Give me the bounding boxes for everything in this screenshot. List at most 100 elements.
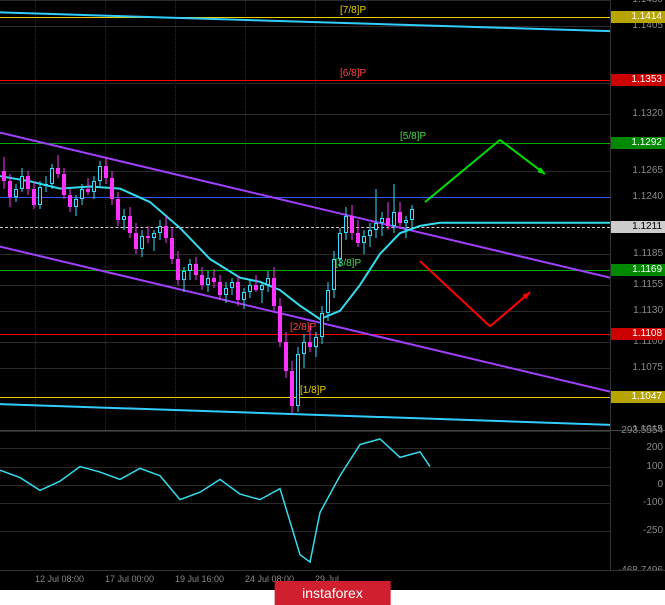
candle xyxy=(188,0,192,430)
grid-line xyxy=(0,467,610,468)
indicator-tick-label: 0 xyxy=(657,480,663,490)
candle xyxy=(338,0,342,430)
price-tick-label: 1.1320 xyxy=(632,109,663,119)
price-tick-label: 1.1430 xyxy=(632,0,663,5)
candle xyxy=(404,0,408,430)
price-tick-label: 1.1185 xyxy=(633,249,663,259)
candle xyxy=(158,0,162,430)
candle xyxy=(56,0,60,430)
price-level-box: 1.1211 xyxy=(611,221,665,233)
grid-line xyxy=(0,485,610,486)
candle xyxy=(74,0,78,430)
price-level-box: 1.1169 xyxy=(611,264,665,276)
grid-line xyxy=(0,431,610,432)
candle xyxy=(302,0,306,430)
candle xyxy=(248,0,252,430)
candle xyxy=(98,0,102,430)
candle xyxy=(278,0,282,430)
candle xyxy=(410,0,414,430)
candle xyxy=(308,0,312,430)
price-level-box: 1.1353 xyxy=(611,74,665,86)
candle xyxy=(20,0,24,430)
candle xyxy=(290,0,294,430)
candle xyxy=(254,0,258,430)
candle xyxy=(194,0,198,430)
candle xyxy=(230,0,234,430)
candle xyxy=(86,0,90,430)
candle xyxy=(176,0,180,430)
candle xyxy=(146,0,150,430)
indicator-tick-label: -250 xyxy=(643,526,663,536)
candle xyxy=(332,0,336,430)
candle xyxy=(320,0,324,430)
candle xyxy=(110,0,114,430)
candle xyxy=(200,0,204,430)
candle xyxy=(266,0,270,430)
chart-container: [7/8]P[6/8]P[5/8]P[3/8]P[2/8]P[1/8]P 1.1… xyxy=(0,0,665,605)
price-tick-label: 1.1130 xyxy=(633,306,663,316)
price-tick-label: 1.1155 xyxy=(633,280,663,290)
candle xyxy=(344,0,348,430)
projection-arrow-segment xyxy=(500,140,545,174)
candle xyxy=(236,0,240,430)
price-tick-label: 1.1240 xyxy=(632,192,663,202)
indicator-overlay xyxy=(0,431,610,571)
time-tick-label: 12 Jul 08:00 xyxy=(35,574,84,584)
candle xyxy=(374,0,378,430)
candle xyxy=(152,0,156,430)
price-tick-label: 1.1075 xyxy=(632,363,663,373)
candle xyxy=(224,0,228,430)
candle xyxy=(242,0,246,430)
candle xyxy=(182,0,186,430)
price-level-box: 1.1292 xyxy=(611,137,665,149)
candle xyxy=(62,0,66,430)
candle xyxy=(128,0,132,430)
candle xyxy=(398,0,402,430)
candle xyxy=(122,0,126,430)
candle xyxy=(164,0,168,430)
grid-line xyxy=(0,503,610,504)
price-chart-area[interactable]: [7/8]P[6/8]P[5/8]P[3/8]P[2/8]P[1/8]P xyxy=(0,0,610,430)
candle xyxy=(104,0,108,430)
candle xyxy=(386,0,390,430)
candle xyxy=(368,0,372,430)
candle xyxy=(134,0,138,430)
candle xyxy=(272,0,276,430)
projection-arrow-head xyxy=(522,292,530,299)
candle xyxy=(116,0,120,430)
indicator-tick-label: 200 xyxy=(646,443,663,453)
grid-line xyxy=(0,531,610,532)
price-level-box: 1.1047 xyxy=(611,391,665,403)
candle xyxy=(206,0,210,430)
candle xyxy=(326,0,330,430)
candle xyxy=(68,0,72,430)
candle xyxy=(80,0,84,430)
projection-arrow-segment xyxy=(490,292,530,326)
candle xyxy=(92,0,96,430)
indicator-tick-label: 100 xyxy=(646,462,663,472)
candle xyxy=(44,0,48,430)
grid-line xyxy=(0,448,610,449)
candle xyxy=(26,0,30,430)
candle xyxy=(380,0,384,430)
indicator-line xyxy=(0,439,430,562)
price-tick-label: 1.1265 xyxy=(632,166,663,176)
candle xyxy=(356,0,360,430)
price-level-box: 1.1414 xyxy=(611,11,665,23)
indicator-tick-label: -100 xyxy=(643,498,663,508)
candle xyxy=(32,0,36,430)
candle xyxy=(212,0,216,430)
candle xyxy=(50,0,54,430)
candle xyxy=(14,0,18,430)
time-tick-label: 19 Jul 16:00 xyxy=(175,574,224,584)
candle xyxy=(296,0,300,430)
indicator-axis: 293.55542001000-100-250-468.7496 xyxy=(610,430,665,570)
candle xyxy=(284,0,288,430)
price-axis: 1.14301.14051.13501.13201.12651.12401.11… xyxy=(610,0,665,430)
price-level-box: 1.1108 xyxy=(611,328,665,340)
candle xyxy=(2,0,6,430)
time-tick-label: 17 Jul 00:00 xyxy=(105,574,154,584)
indicator-area[interactable] xyxy=(0,430,610,570)
candle xyxy=(350,0,354,430)
candle xyxy=(260,0,264,430)
